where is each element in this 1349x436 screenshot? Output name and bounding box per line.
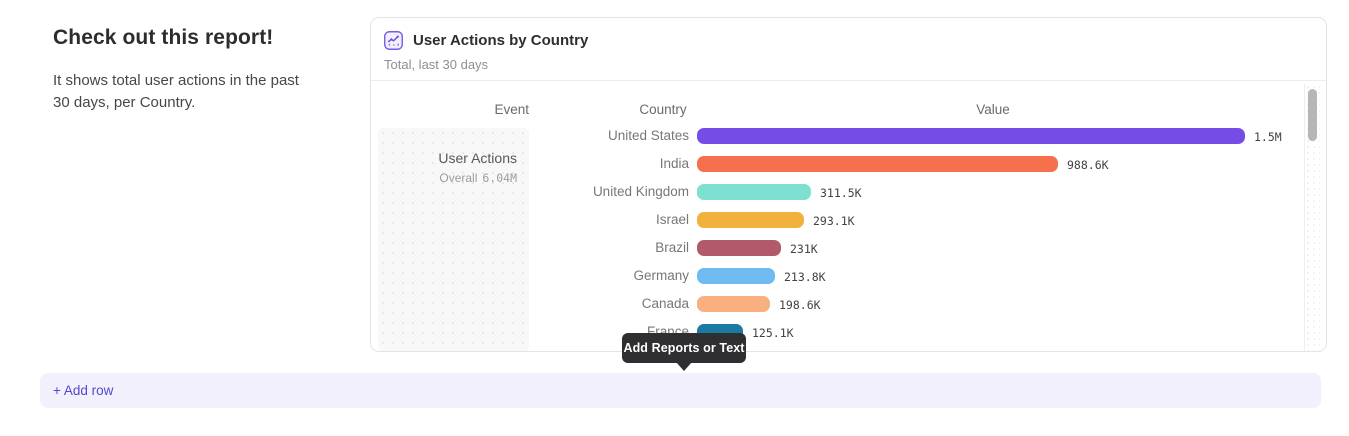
chart-value-label: 1.5M	[1254, 130, 1282, 144]
chart-row: United States 1.5M	[371, 122, 1302, 150]
scrollbar-track[interactable]	[1304, 84, 1320, 351]
chart-value-label: 231K	[790, 242, 818, 256]
chart-row: United Kingdom 311.5K	[371, 178, 1302, 206]
report-subtitle: Total, last 30 days	[384, 57, 489, 72]
column-header-country: Country	[639, 102, 687, 117]
chart-value-label: 311.5K	[820, 186, 862, 200]
event-aggregation-row: Overall 6.04M	[378, 171, 517, 185]
chart-value-label: 988.6K	[1067, 158, 1109, 172]
chart-bar[interactable]	[697, 128, 1245, 144]
report-title: User Actions by Country	[413, 32, 589, 49]
chart-row: France 125.1K	[371, 318, 1302, 346]
add-row-button[interactable]: + Add row	[40, 373, 1321, 408]
chart-category-label: Germany	[633, 268, 689, 283]
event-cell[interactable]: User Actions Overall 6.04M	[378, 128, 529, 351]
chart-value-label: 293.1K	[813, 214, 855, 228]
chart-bar[interactable]	[697, 296, 770, 312]
column-header-event: Event	[494, 102, 529, 117]
scrollbar-thumb[interactable]	[1308, 89, 1317, 141]
event-aggregation-label: Overall	[439, 171, 478, 185]
chart-category-label: United Kingdom	[592, 184, 689, 199]
add-reports-tooltip: Add Reports or Text	[622, 333, 746, 363]
chart-row: India 988.6K	[371, 150, 1302, 178]
chart-category-label: India	[659, 156, 689, 171]
chart-bar[interactable]	[697, 212, 804, 228]
chart-row: Brazil 231K	[371, 234, 1302, 262]
chart-row: Israel 293.1K	[371, 206, 1302, 234]
chart-category-label: Israel	[655, 212, 689, 227]
line-chart-icon	[384, 31, 403, 50]
report-card-header: User Actions by Country Total, last 30 d…	[371, 18, 1326, 81]
intro-text-block: Check out this report! It shows total us…	[53, 26, 308, 114]
chart-bar[interactable]	[697, 156, 1058, 172]
event-name: User Actions	[438, 150, 517, 166]
add-reports-tooltip-arrow	[676, 362, 692, 371]
chart-category-label: Brazil	[655, 240, 689, 255]
chart-category-label: Canada	[641, 296, 689, 311]
chart-value-label: 198.6K	[779, 298, 821, 312]
chart-row: Germany 213.8K	[371, 262, 1302, 290]
intro-heading: Check out this report!	[53, 26, 274, 49]
chart-bar[interactable]	[697, 268, 775, 284]
add-row-label: + Add row	[53, 383, 114, 398]
chart-bar[interactable]	[697, 240, 781, 256]
chart-row: Canada 198.6K	[371, 290, 1302, 318]
chart-category-label: United States	[607, 128, 689, 143]
event-total-value: 6.04M	[482, 171, 517, 185]
chart-bar[interactable]	[697, 184, 811, 200]
chart-value-label: 213.8K	[784, 270, 826, 284]
chart-value-label: 125.1K	[752, 326, 794, 340]
chart-rows: United States 1.5M India 988.6K United Kingd…	[371, 18, 1302, 349]
intro-description: It shows total user actions in the past …	[53, 72, 299, 111]
column-header-value: Value	[976, 102, 1010, 117]
report-card[interactable]: User Actions by Country Total, last 30 d…	[370, 17, 1327, 352]
